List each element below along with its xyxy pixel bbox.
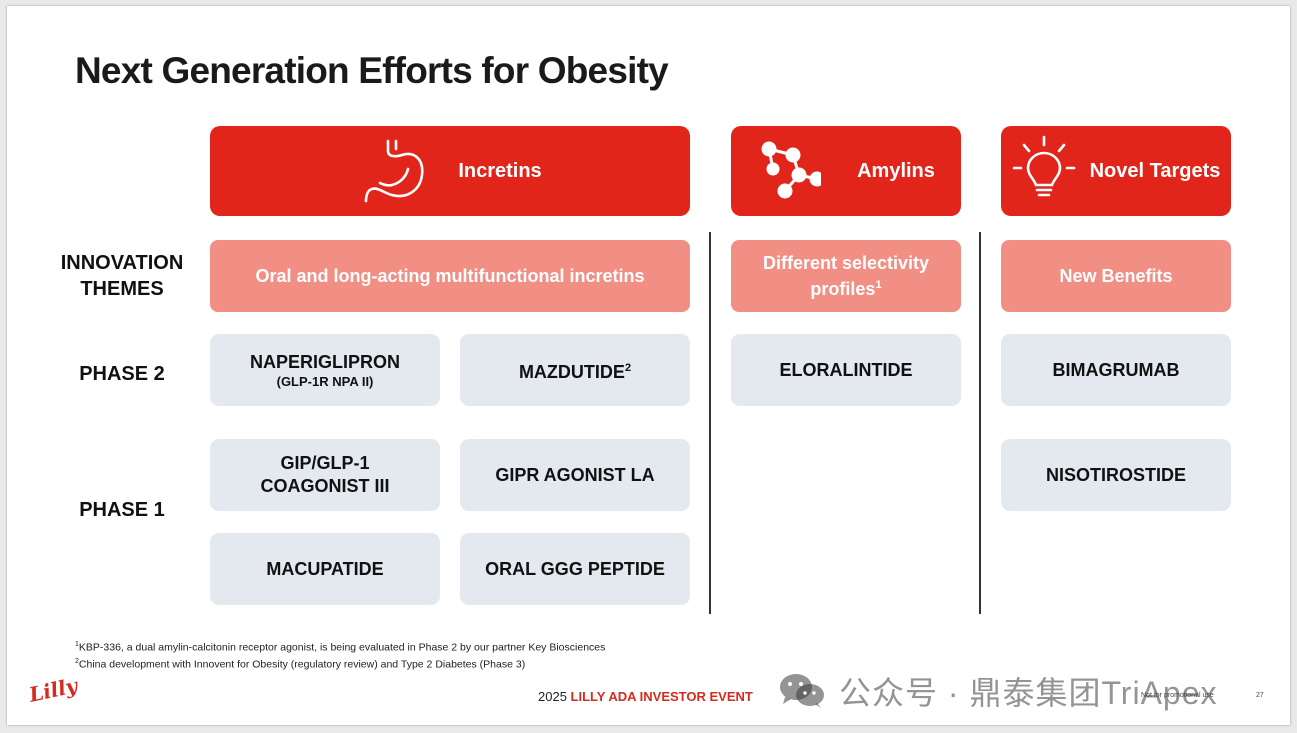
novel-targets-header: Novel Targets [1001, 126, 1231, 216]
drug-macupatide: MACUPATIDE [210, 533, 440, 605]
wechat-icon [780, 674, 824, 708]
footnotes: 1KBP-336, a dual amylin-calcitonin recep… [75, 638, 605, 671]
page-title: Next Generation Efforts for Obesity [75, 50, 669, 91]
drug-bimagrumab: BIMAGRUMAB [1001, 334, 1231, 406]
drug-naperiglipron: NAPERIGLIPRON (GLP-1R NPA II) [210, 334, 440, 406]
row-label-phase-2: PHASE 2 [79, 363, 165, 385]
drug-gipr-agonist-la: GIPR AGONIST LA [460, 439, 690, 511]
slide: Next Generation Efforts for Obesity Incr… [7, 6, 1290, 725]
column-divider [979, 232, 981, 614]
stomach-icon [365, 139, 424, 203]
watermark: 公众号 · 鼎泰集团TriApex [779, 668, 1218, 714]
watermark-text: 公众号 · 鼎泰集团TriApex [839, 675, 1218, 711]
amylins-header: Amylins [731, 126, 961, 216]
drug-gip-glp1-coagonist: GIP/GLP-1 COAGONIST III [210, 439, 440, 511]
theme-novel-targets: New Benefits [1001, 240, 1231, 312]
drug-oral-ggg-peptide: ORAL GGG PEPTIDE [460, 533, 690, 605]
footnote-2: 2China development with Innovent for Obe… [75, 657, 526, 671]
novel-targets-label: Novel Targets [1089, 159, 1221, 182]
drug-mazdutide: MAZDUTIDE2 [460, 334, 690, 406]
page-number: 27 [1256, 692, 1264, 699]
column-divider [709, 232, 711, 614]
incretins-header: Incretins [210, 126, 690, 216]
molecule-icon [761, 141, 822, 199]
amylins-label: Amylins [857, 159, 935, 182]
theme-incretins: Oral and long-acting multifunctional inc… [210, 240, 690, 312]
row-label-innovation-themes: INNOVATION THEMES [60, 252, 184, 300]
footnote-1: 1KBP-336, a dual amylin-calcitonin recep… [75, 641, 606, 654]
row-label-phase-1: PHASE 1 [79, 499, 165, 521]
event-name: 2025 LILLY ADA INVESTOR EVENT [538, 689, 753, 704]
drug-eloralintide: ELORALINTIDE [731, 334, 961, 406]
lilly-logo: Lilly [27, 673, 80, 707]
incretins-label: Incretins [458, 159, 542, 182]
promo-disclaimer: Not for promotional use [1141, 692, 1214, 699]
theme-amylins: Different selectivity profiles1 [731, 240, 961, 312]
drug-nisotirostide: NISOTIROSTIDE [1001, 439, 1231, 511]
lightbulb-icon [1012, 135, 1075, 197]
